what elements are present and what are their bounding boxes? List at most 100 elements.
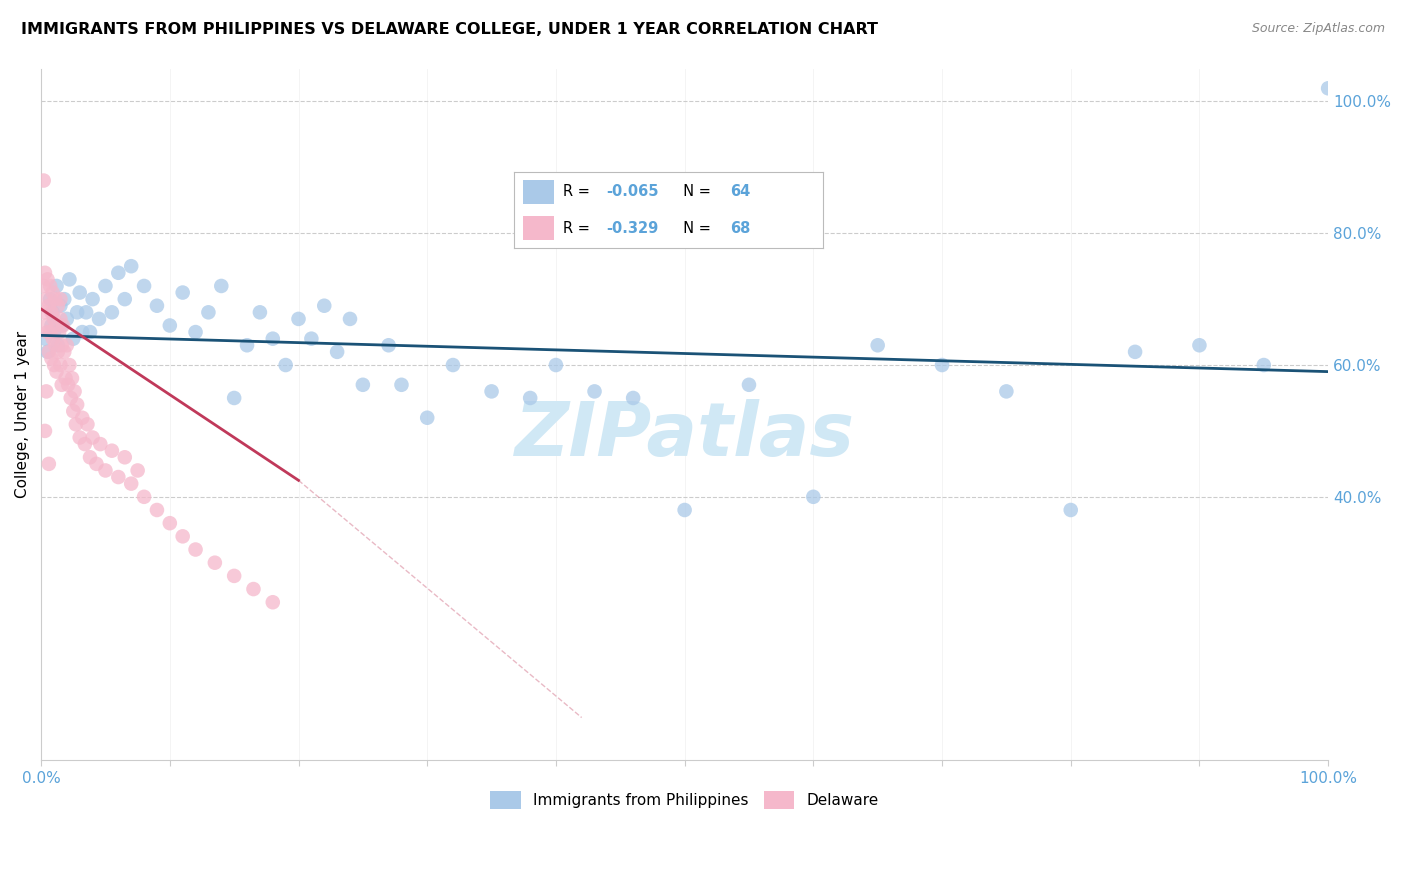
Point [46, 338, 69, 352]
FancyBboxPatch shape [523, 179, 554, 204]
Point [48, 325, 70, 339]
Point [38, 457, 60, 471]
Point [738, 377, 761, 392]
Point [120, 259, 142, 273]
Point [146, 503, 169, 517]
Point [1060, 503, 1083, 517]
Point [38, 344, 60, 359]
Text: ZIPatlas: ZIPatlas [515, 399, 855, 472]
Point [42, 358, 65, 372]
Point [75, 305, 97, 319]
Point [60, 371, 83, 385]
Point [76, 417, 98, 432]
Point [65, 417, 87, 432]
Point [287, 312, 309, 326]
Point [519, 391, 541, 405]
Point [416, 410, 439, 425]
Point [41, 285, 63, 300]
Point [49, 299, 72, 313]
Point [37, 325, 59, 339]
Point [44, 338, 66, 352]
Point [72, 410, 94, 425]
Point [377, 338, 399, 352]
Point [35, 384, 58, 399]
Point [101, 305, 124, 319]
Point [197, 305, 219, 319]
Point [51, 338, 73, 352]
Point [107, 470, 129, 484]
Point [51, 318, 73, 333]
Point [56, 338, 79, 352]
Text: R =: R = [562, 220, 595, 235]
Point [73, 437, 96, 451]
Point [236, 338, 259, 352]
Point [89, 437, 111, 451]
Point [299, 332, 322, 346]
Point [132, 490, 155, 504]
Point [58, 358, 80, 372]
Point [35, 292, 58, 306]
Point [146, 299, 169, 313]
Point [58, 272, 80, 286]
Point [55, 371, 77, 385]
Point [49, 312, 72, 326]
Point [41, 332, 63, 346]
Point [51, 377, 73, 392]
FancyBboxPatch shape [523, 216, 554, 240]
Point [34, 266, 56, 280]
Y-axis label: College, Under 1 year: College, Under 1 year [15, 331, 30, 498]
Point [172, 285, 194, 300]
Text: R =: R = [562, 185, 595, 199]
Point [56, 312, 79, 326]
Point [63, 384, 86, 399]
Point [41, 305, 63, 319]
Point [673, 503, 696, 517]
Point [1123, 344, 1146, 359]
Point [66, 398, 89, 412]
Point [69, 430, 91, 444]
Point [249, 305, 271, 319]
Point [801, 490, 824, 504]
Point [79, 325, 101, 339]
Point [224, 391, 246, 405]
Text: IMMIGRANTS FROM PHILIPPINES VS DELAWARE COLLEGE, UNDER 1 YEAR CORRELATION CHART: IMMIGRANTS FROM PHILIPPINES VS DELAWARE … [21, 22, 879, 37]
Point [41, 305, 63, 319]
Point [34, 332, 56, 346]
Point [45, 365, 67, 379]
Point [274, 358, 297, 372]
Point [114, 450, 136, 465]
Point [44, 292, 66, 306]
Point [59, 391, 82, 405]
Point [39, 292, 62, 306]
Point [120, 476, 142, 491]
Point [114, 292, 136, 306]
Point [127, 463, 149, 477]
Point [53, 344, 76, 359]
Point [42, 325, 65, 339]
Point [242, 582, 264, 596]
Point [41, 351, 63, 366]
Point [62, 332, 84, 346]
Point [52, 318, 75, 333]
Point [184, 325, 207, 339]
Point [37, 272, 59, 286]
Point [49, 292, 72, 306]
Point [86, 457, 108, 471]
Point [45, 318, 67, 333]
Point [53, 292, 76, 306]
Text: -0.065: -0.065 [606, 185, 659, 199]
Legend: Immigrants from Philippines, Delaware: Immigrants from Philippines, Delaware [484, 785, 884, 815]
Point [224, 569, 246, 583]
Point [172, 529, 194, 543]
Point [46, 344, 69, 359]
Point [94, 279, 117, 293]
Point [159, 516, 181, 531]
Point [42, 312, 65, 326]
Point [101, 443, 124, 458]
Point [49, 358, 72, 372]
Point [209, 279, 232, 293]
Point [87, 312, 110, 326]
Point [56, 377, 79, 392]
Point [32, 173, 55, 187]
Point [46, 299, 69, 313]
